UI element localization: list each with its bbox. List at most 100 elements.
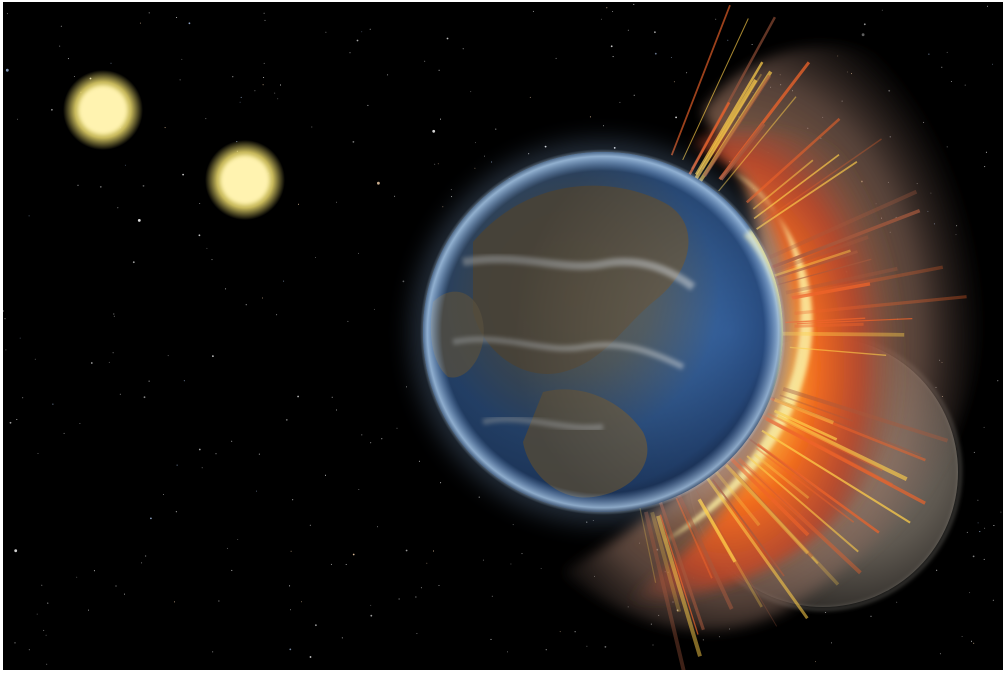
fire-streak	[659, 514, 699, 635]
star	[341, 637, 343, 639]
star	[751, 44, 753, 45]
star	[987, 5, 988, 7]
star	[650, 623, 652, 625]
star	[290, 550, 292, 552]
fire-streak	[702, 74, 772, 177]
star	[19, 337, 21, 339]
star	[484, 155, 485, 157]
fire-streak	[761, 429, 911, 524]
star	[670, 57, 672, 58]
star	[119, 393, 121, 395]
star	[45, 634, 47, 636]
star	[52, 403, 54, 405]
star	[143, 396, 146, 399]
star	[276, 314, 278, 316]
star	[979, 531, 981, 533]
fire-streak	[762, 138, 882, 222]
star	[432, 129, 436, 133]
star	[971, 640, 972, 642]
star	[280, 84, 281, 86]
star	[290, 609, 291, 611]
star	[977, 522, 979, 524]
earth-planet	[411, 140, 795, 524]
star	[245, 304, 247, 306]
fire-streak	[753, 154, 840, 220]
star	[356, 39, 359, 42]
star	[175, 511, 177, 513]
fire-streak	[794, 295, 967, 315]
fire-streak	[743, 463, 838, 553]
star	[604, 646, 607, 648]
star	[141, 562, 143, 564]
star	[6, 13, 8, 15]
star	[863, 23, 866, 26]
star	[961, 636, 963, 637]
star	[93, 570, 95, 572]
star	[274, 92, 276, 94]
star	[59, 45, 61, 47]
star	[675, 116, 677, 119]
star	[198, 234, 201, 237]
star	[437, 163, 439, 165]
star	[491, 595, 493, 597]
fire-streak	[776, 258, 872, 286]
fire-streak	[746, 455, 859, 553]
star	[398, 598, 400, 600]
star	[325, 31, 327, 33]
star	[495, 128, 497, 130]
fire-streak	[711, 479, 785, 577]
star	[969, 592, 971, 594]
star	[589, 116, 591, 118]
star	[264, 19, 266, 21]
star	[99, 186, 102, 188]
star	[16, 419, 18, 420]
star	[14, 549, 18, 553]
star	[451, 196, 453, 198]
star	[555, 57, 557, 59]
star	[540, 568, 542, 569]
fire-streak	[770, 208, 921, 270]
star	[301, 601, 302, 603]
star	[612, 11, 614, 12]
fire-streak	[756, 443, 880, 534]
star	[325, 474, 326, 476]
star	[297, 395, 299, 398]
star	[377, 181, 380, 185]
star	[985, 151, 987, 153]
fire-streak	[694, 79, 758, 180]
star	[896, 601, 898, 603]
star	[43, 629, 45, 631]
star	[474, 167, 476, 169]
fire-streak	[767, 412, 883, 472]
star	[983, 558, 985, 560]
fire-streak	[724, 463, 810, 555]
star	[702, 639, 704, 641]
star	[163, 494, 164, 495]
star	[983, 426, 985, 428]
fire-streak	[773, 409, 838, 441]
star	[148, 380, 150, 382]
star	[76, 576, 78, 578]
star	[406, 386, 407, 388]
star	[367, 104, 369, 106]
star	[544, 145, 547, 148]
star	[137, 219, 141, 222]
star	[475, 142, 476, 144]
fire-streak	[766, 189, 918, 261]
star	[352, 141, 355, 143]
fire-streak	[753, 453, 810, 500]
star	[946, 51, 948, 53]
star	[973, 451, 975, 453]
star	[28, 649, 30, 651]
star	[231, 569, 233, 571]
star	[336, 409, 337, 411]
star	[113, 313, 115, 315]
star	[528, 153, 530, 155]
star	[941, 66, 943, 68]
star	[361, 434, 363, 436]
star	[283, 280, 285, 282]
star	[532, 10, 534, 12]
star	[394, 195, 396, 197]
star	[373, 308, 375, 310]
fire-streak	[721, 459, 814, 559]
